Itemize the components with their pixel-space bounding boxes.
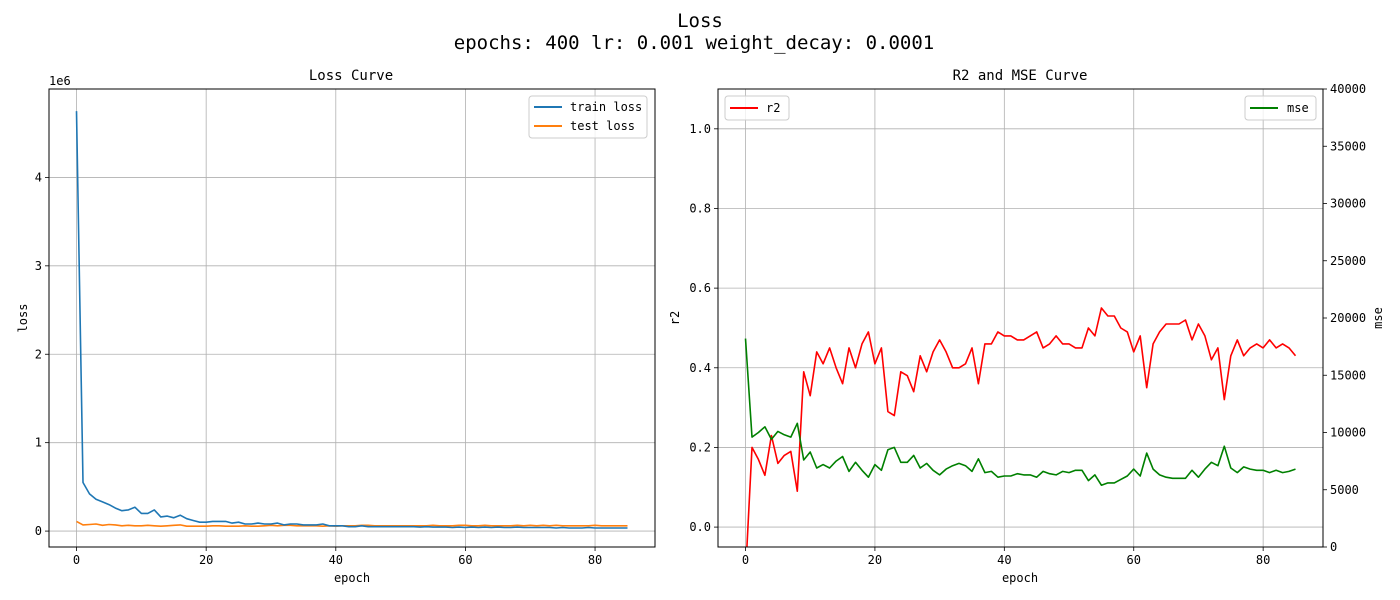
loss-curve-x-label: epoch bbox=[334, 571, 370, 585]
mse-tick-label: 35000 bbox=[1330, 139, 1366, 153]
mse-tick-label: 15000 bbox=[1330, 368, 1366, 382]
x-tick-label: 80 bbox=[588, 553, 602, 567]
figure-title-line-2: epochs: 400 lr: 0.001 weight_decay: 0.00… bbox=[454, 32, 934, 54]
loss-curve-panel: Loss Curve 0 20 40 60 80 0 1 2 3 4 1e6 epoch los… bbox=[16, 68, 656, 585]
r2-legend: r2 bbox=[724, 95, 790, 121]
x-tick-label: 0 bbox=[73, 553, 80, 567]
x-tick-label: 0 bbox=[742, 553, 749, 567]
r2-mse-curve-left-y-ticks: 0.0 0.2 0.4 0.6 0.8 1.0 bbox=[689, 122, 718, 534]
r2-mse-curve-x-ticks: 0 20 40 60 80 bbox=[742, 547, 1270, 567]
x-tick-label: 20 bbox=[199, 553, 213, 567]
mse-tick-label: 5000 bbox=[1330, 483, 1359, 497]
mse-line bbox=[744, 338, 1296, 487]
r2-line bbox=[746, 307, 1297, 547]
loss-curve-grid bbox=[49, 89, 655, 547]
y-tick-label: 0.8 bbox=[689, 201, 711, 215]
test-loss-line bbox=[76, 520, 628, 528]
y-tick-label: 4 bbox=[35, 170, 42, 184]
r2-mse-curve-title: R2 and MSE Curve bbox=[953, 68, 1088, 84]
r2-axis-label: r2 bbox=[668, 311, 682, 325]
y-tick-label: 0.6 bbox=[689, 281, 711, 295]
legend-test-loss-label: test loss bbox=[570, 119, 635, 133]
r2-mse-curve-panel: R2 and MSE Curve 0 20 40 60 80 0.00.20.40.60… bbox=[668, 68, 1385, 585]
legend-mse-label: mse bbox=[1287, 101, 1309, 115]
mse-tick-label: 40000 bbox=[1330, 82, 1366, 96]
x-tick-label: 20 bbox=[868, 553, 882, 567]
loss-curve-offset-text: 1e6 bbox=[49, 74, 71, 88]
mse-tick-label: 10000 bbox=[1330, 426, 1366, 440]
x-tick-label: 60 bbox=[1127, 553, 1141, 567]
y-tick-label: 0.2 bbox=[689, 440, 711, 454]
x-tick-label: 60 bbox=[458, 553, 472, 567]
loss-curve-y-label: loss bbox=[16, 304, 30, 333]
train-loss-line bbox=[75, 111, 628, 529]
loss-curve-lines bbox=[75, 111, 628, 529]
r2-mse-curve-grid bbox=[718, 89, 1323, 547]
mse-tick-label: 30000 bbox=[1330, 197, 1366, 211]
x-tick-label: 80 bbox=[1256, 553, 1270, 567]
y-tick-label: 2 bbox=[35, 347, 42, 361]
mse-tick-label: 0 bbox=[1330, 540, 1337, 554]
r2-mse-curve-x-label: epoch bbox=[1002, 571, 1038, 585]
loss-curve-legend: train loss test loss bbox=[528, 95, 648, 139]
x-tick-label: 40 bbox=[997, 553, 1011, 567]
r2-mse-curve-lines bbox=[744, 307, 1297, 547]
y-tick-label: 3 bbox=[35, 259, 42, 273]
legend-train-loss-label: train loss bbox=[570, 100, 642, 114]
legend-r2-label: r2 bbox=[766, 101, 780, 115]
loss-curve-title: Loss Curve bbox=[309, 68, 393, 84]
y-tick-label: 0.0 bbox=[689, 520, 711, 534]
y-tick-label: 0.4 bbox=[689, 361, 711, 375]
mse-legend: mse bbox=[1244, 95, 1317, 121]
x-tick-label: 40 bbox=[329, 553, 343, 567]
figure-title-line-1: Loss bbox=[677, 10, 723, 32]
loss-curve-y-ticks: 0 1 2 3 4 bbox=[35, 170, 49, 538]
mse-tick-label: 20000 bbox=[1330, 311, 1366, 325]
y-tick-label: 1.0 bbox=[689, 122, 711, 136]
mse-tick-label: 25000 bbox=[1330, 254, 1366, 268]
r2-mse-curve-right-y-ticks: 0 5000 10000 15000 20000 25000 30000 35000 40000 bbox=[1323, 82, 1366, 554]
mse-legend-box bbox=[1244, 95, 1317, 121]
y-tick-label: 1 bbox=[35, 436, 42, 450]
y-tick-label: 0 bbox=[35, 524, 42, 538]
loss-curve-frame bbox=[48, 88, 656, 548]
mse-axis-label: mse bbox=[1371, 307, 1385, 329]
loss-curve-x-ticks: 0 20 40 60 80 bbox=[73, 547, 602, 567]
